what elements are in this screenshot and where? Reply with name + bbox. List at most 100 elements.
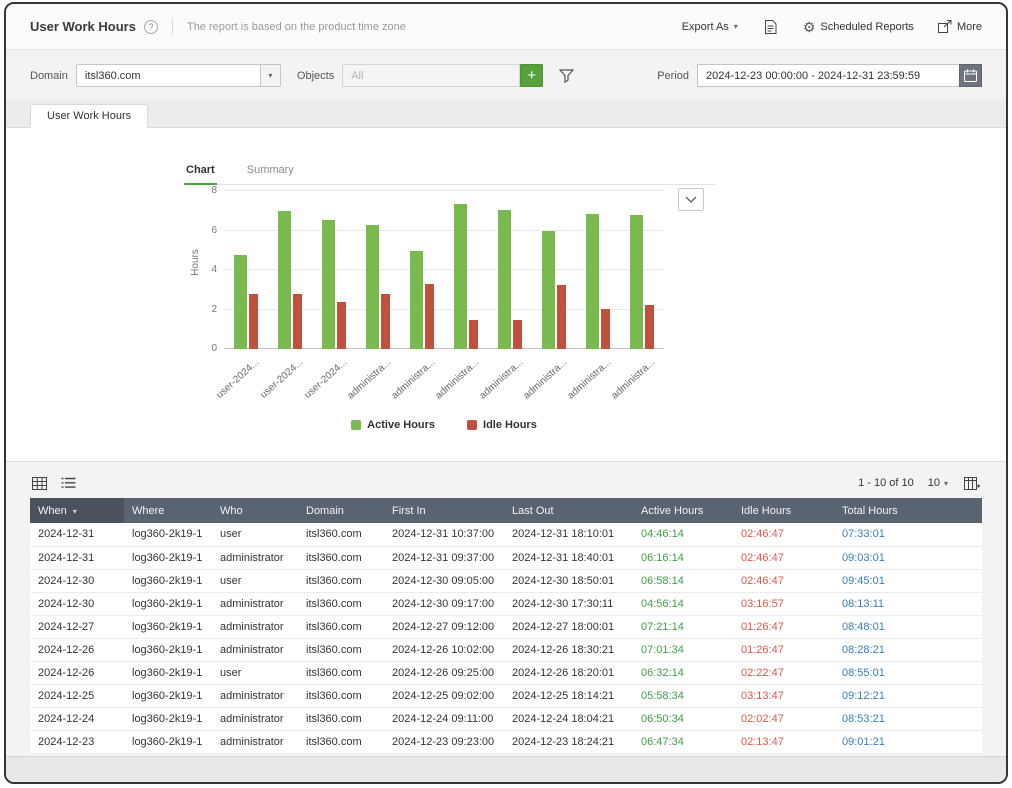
table-row[interactable]: 2024-12-26 log360-2k19-1 administrator itsl… xyxy=(30,638,982,662)
period-input[interactable] xyxy=(697,64,959,87)
table-row[interactable]: 2024-12-31 log360-2k19-1 administrator itsl… xyxy=(30,546,982,570)
column-header-first-in[interactable]: First In xyxy=(384,498,504,523)
bar-active-hours[interactable] xyxy=(498,210,511,349)
bar-idle-hours[interactable] xyxy=(293,294,302,349)
bar-active-hours[interactable] xyxy=(542,230,555,349)
cell-when: 2024-12-26 xyxy=(30,638,124,662)
domain-select[interactable]: itsl360.com ▾ xyxy=(75,64,281,87)
column-header-domain[interactable]: Domain xyxy=(298,498,384,523)
column-chooser-button[interactable] xyxy=(962,475,982,492)
bar-idle-hours[interactable] xyxy=(249,294,258,349)
tab-user-work-hours[interactable]: User Work Hours xyxy=(30,104,149,128)
bar-idle-hours[interactable] xyxy=(513,320,522,349)
table-row[interactable]: 2024-12-24 log360-2k19-1 administrator itsl… xyxy=(30,707,982,731)
calendar-button[interactable] xyxy=(959,64,982,87)
legend-item[interactable]: Active Hours xyxy=(351,419,435,431)
list-view-button[interactable] xyxy=(59,475,78,491)
cell-firstin: 2024-12-26 10:02:00 xyxy=(384,638,504,662)
bar-active-hours[interactable] xyxy=(586,213,599,349)
column-header-idle-hours[interactable]: Idle Hours xyxy=(733,498,834,523)
bar-active-hours[interactable] xyxy=(630,214,643,349)
page-size-select[interactable]: 10 ▾ xyxy=(928,477,948,489)
cell-total: 09:45:01 xyxy=(834,569,982,593)
table-header-row: When ▾ Where Who Domain First In Last Out Activ… xyxy=(30,498,982,523)
cell-who: administrator xyxy=(212,615,298,639)
table-row[interactable]: 2024-12-30 log360-2k19-1 user itsl360.com 20… xyxy=(30,569,982,593)
cell-domain: itsl360.com xyxy=(298,592,384,616)
bar-active-hours[interactable] xyxy=(278,211,291,349)
table-row[interactable]: 2024-12-31 log360-2k19-1 user itsl360.com 20… xyxy=(30,523,982,547)
advanced-filter-button[interactable] xyxy=(559,68,575,83)
cell-domain: itsl360.com xyxy=(298,569,384,593)
cell-idle: 01:26:47 xyxy=(733,615,834,639)
chart-collapse-button[interactable] xyxy=(678,188,704,211)
objects-input[interactable] xyxy=(342,64,521,87)
bar-active-hours[interactable] xyxy=(366,225,379,349)
column-header-label: Total Hours xyxy=(842,504,898,517)
bar-idle-hours[interactable] xyxy=(601,308,610,349)
cell-when: 2024-12-24 xyxy=(30,707,124,731)
y-axis-tick: 8 xyxy=(211,185,217,196)
bar-idle-hours[interactable] xyxy=(425,284,434,349)
column-header-total-hours[interactable]: Total Hours xyxy=(834,498,982,523)
bar-active-hours[interactable] xyxy=(454,203,467,349)
column-header-who[interactable]: Who xyxy=(212,498,298,523)
table-row[interactable]: 2024-12-26 log360-2k19-1 user itsl360.com 20… xyxy=(30,661,982,685)
chart-legend: Active Hours Idle Hours xyxy=(224,419,664,431)
column-header-label: Active Hours xyxy=(641,504,704,517)
add-objects-button[interactable]: + xyxy=(520,64,544,87)
bar-idle-hours[interactable] xyxy=(381,294,390,349)
y-axis-title: Hours xyxy=(189,249,201,276)
cell-when: 2024-12-30 xyxy=(30,592,124,616)
filter-bar: Domain itsl360.com ▾ Objects + Period xyxy=(6,50,1006,100)
cell-active: 05:58:34 xyxy=(633,684,733,708)
column-header-active-hours[interactable]: Active Hours xyxy=(633,498,733,523)
bar-active-hours[interactable] xyxy=(322,219,335,349)
gridline xyxy=(224,229,664,231)
bar-idle-hours[interactable] xyxy=(337,302,346,349)
cell-lastout: 2024-12-31 18:10:01 xyxy=(504,523,633,547)
table-row[interactable]: 2024-12-30 log360-2k19-1 administrator itsl… xyxy=(30,592,982,616)
bar-idle-hours[interactable] xyxy=(645,304,654,349)
cell-domain: itsl360.com xyxy=(298,730,384,754)
calendar-icon xyxy=(964,69,977,82)
grid-view-icon xyxy=(32,476,47,490)
cell-active: 07:01:34 xyxy=(633,638,733,662)
bar-active-hours[interactable] xyxy=(410,251,423,349)
bar-idle-hours[interactable] xyxy=(469,320,478,349)
cell-active: 06:32:14 xyxy=(633,661,733,685)
column-header-where[interactable]: Where xyxy=(124,498,212,523)
bar-idle-hours[interactable] xyxy=(557,285,566,349)
tab-chart[interactable]: Chart xyxy=(184,158,217,185)
grid-view-button[interactable] xyxy=(30,475,49,492)
table-row[interactable]: 2024-12-27 log360-2k19-1 administrator itsl… xyxy=(30,615,982,639)
column-header-last-out[interactable]: Last Out xyxy=(504,498,633,523)
timezone-note: The report is based on the product time … xyxy=(186,20,406,33)
help-icon[interactable]: ? xyxy=(143,19,158,34)
export-as-menu[interactable]: Export As ▾ xyxy=(682,21,738,33)
column-header-when[interactable]: When ▾ xyxy=(30,498,124,523)
table-row[interactable]: 2024-12-25 log360-2k19-1 administrator itsl… xyxy=(30,684,982,708)
x-axis-label: user-2024... xyxy=(214,357,262,401)
chart-plot: 0 2 4 6 8 xyxy=(211,185,664,354)
y-axis-tick: 4 xyxy=(211,264,217,275)
export-as-label: Export As xyxy=(681,20,729,33)
tab-summary[interactable]: Summary xyxy=(246,164,294,176)
cell-when: 2024-12-31 xyxy=(30,523,124,547)
cell-firstin: 2024-12-30 09:05:00 xyxy=(384,569,504,593)
cell-idle: 03:16:57 xyxy=(733,592,834,616)
cell-lastout: 2024-12-31 18:40:01 xyxy=(504,546,633,570)
more-menu[interactable]: More xyxy=(937,20,982,33)
scheduled-reports-button[interactable]: ⚙ Scheduled Reports xyxy=(803,20,914,34)
cell-who: user xyxy=(212,661,298,685)
cell-lastout: 2024-12-30 18:50:01 xyxy=(504,569,633,593)
table-row[interactable]: 2024-12-23 log360-2k19-1 administrator itsl… xyxy=(30,730,982,754)
cell-domain: itsl360.com xyxy=(298,615,384,639)
cell-lastout: 2024-12-26 18:30:21 xyxy=(504,638,633,662)
chevron-down-icon: ▾ xyxy=(733,22,738,31)
legend-item[interactable]: Idle Hours xyxy=(467,419,537,431)
bar-active-hours[interactable] xyxy=(234,254,247,349)
period-field xyxy=(697,64,982,87)
quick-export-button[interactable] xyxy=(762,18,779,36)
bar-group xyxy=(268,191,312,349)
